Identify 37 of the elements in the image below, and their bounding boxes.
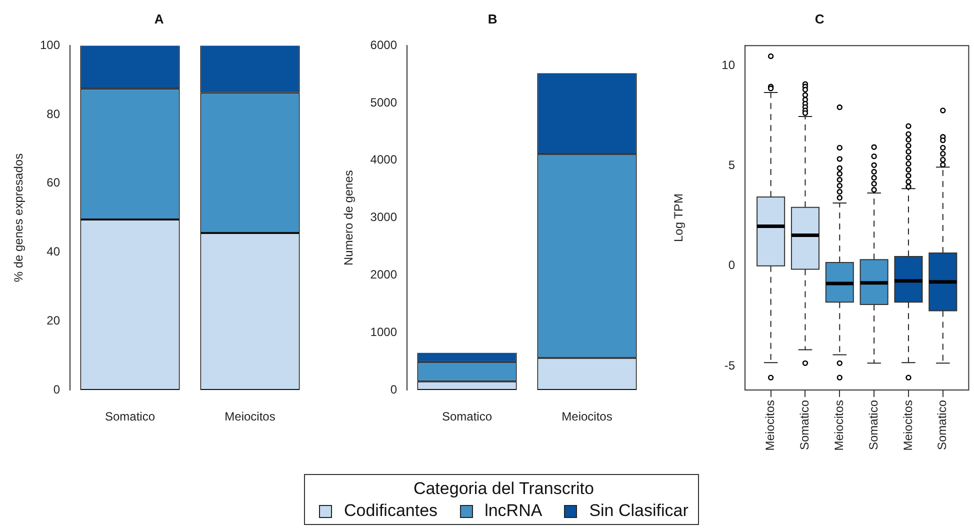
y-tick-label: 4000 [370,152,398,167]
y-tick-label: 5 [728,158,736,172]
x-tick-label: Somatico [104,410,156,424]
y-tick-label: 100 [40,38,60,52]
y-tick-label: 3000 [370,210,398,224]
y-tick-label: 6000 [370,38,398,52]
y-tick-label: 1000 [370,324,398,339]
y-tick-label: 60 [46,176,60,190]
x-tick-label: Meiocitos [562,410,612,424]
x-tick-label: Meiocitos [763,400,778,451]
chart-title: B [488,11,498,26]
x-tick-label: Meiocitos [224,410,276,424]
y-axis-title: Numero de genes [342,170,356,266]
y-tick-label: 2000 [370,268,398,282]
legend-label: Codificantes [343,501,438,521]
x-tick-label: Somatico [935,400,950,450]
x-tick-label: Somatico [798,400,812,450]
y-tick-label: 40 [46,244,60,259]
x-tick-label: Meiocitos [900,400,915,451]
y-tick-label: 0 [53,382,60,396]
legend-label: Sin Clasificar [588,501,688,521]
chart-title: A [154,11,164,26]
y-tick-label: 0 [390,382,398,396]
y-tick-label: -5 [724,358,736,372]
y-axis-title: % de genes expresados [12,153,26,282]
x-tick-label: Meiocitos [832,400,846,451]
y-axis-title: Log TPM [672,194,686,242]
x-tick-label: Somatico [866,400,880,450]
y-tick-label: 20 [46,313,60,328]
y-tick-label: 80 [46,106,60,121]
legend-label: lncRNA [484,501,542,521]
x-tick-label: Somatico [442,410,492,424]
y-tick-label: 10 [722,58,736,72]
y-tick-label: 5000 [370,95,398,110]
legend-title: Categoria del Transcrito [412,479,595,499]
chart-title: C [814,11,825,26]
y-tick-label: 0 [728,258,736,272]
